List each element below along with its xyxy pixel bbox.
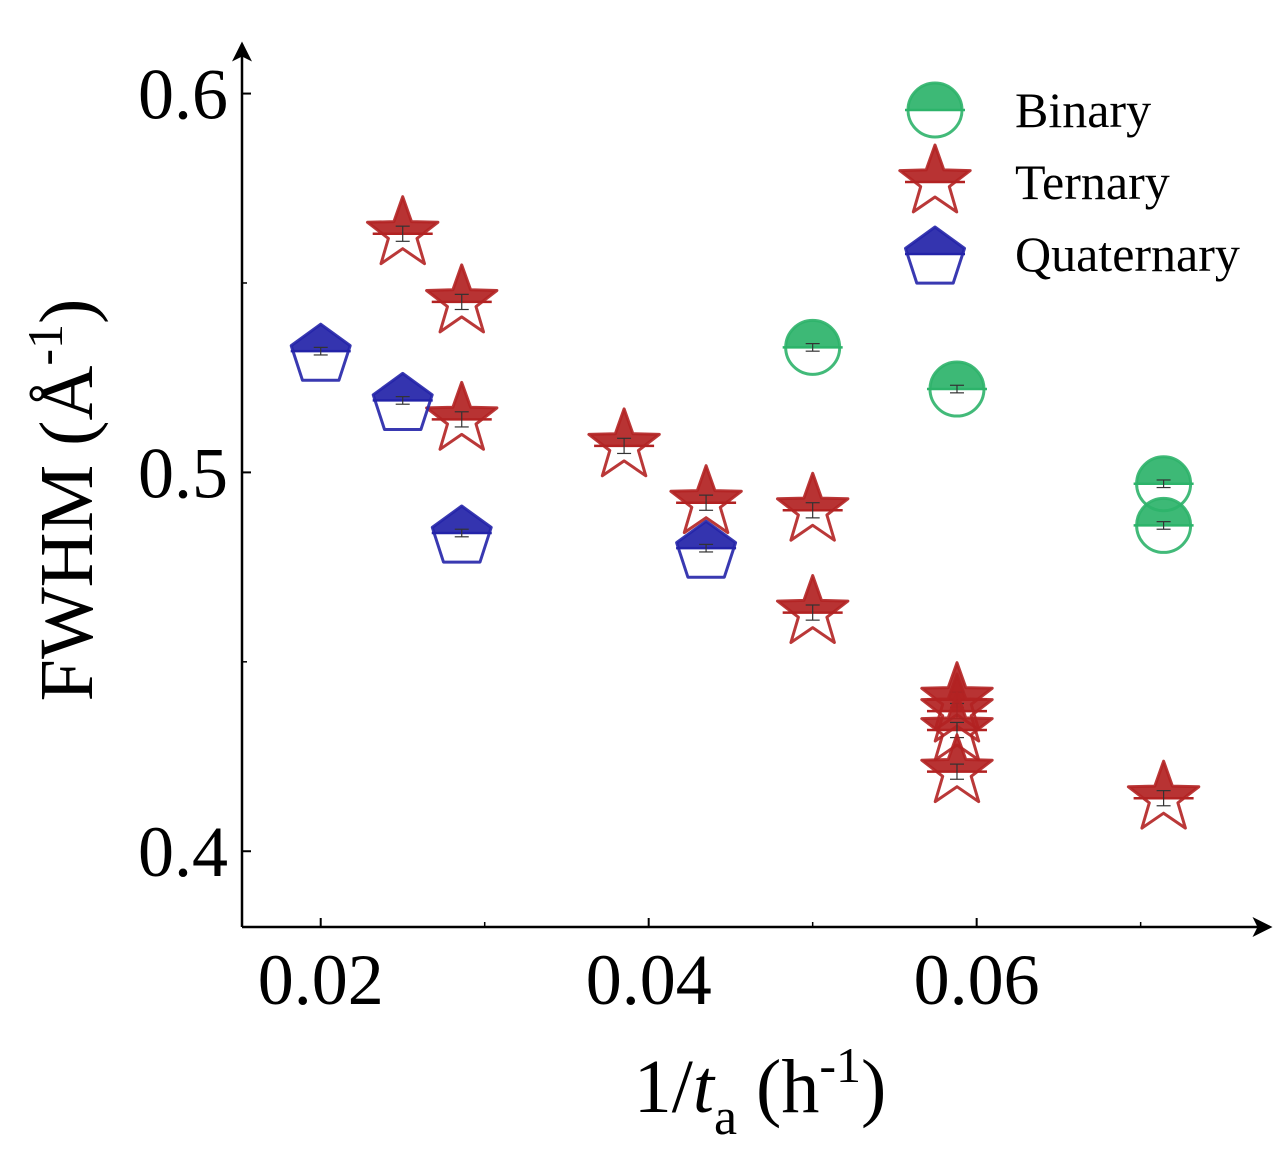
y-tick-label-1: 0.5 <box>138 433 228 513</box>
quaternary-errorbar-3 <box>699 543 714 553</box>
ternary-errorbar-5 <box>805 502 820 519</box>
ternary-errorbar-6 <box>805 604 820 621</box>
legend: Binary Ternary Quaternary <box>898 81 1240 285</box>
series-ternary <box>366 195 1201 830</box>
binary-errorbar-0 <box>805 342 820 352</box>
x-tick-labels: 0.02 0.04 0.06 <box>258 940 1040 1020</box>
legend-label-ternary: Ternary <box>1015 154 1170 210</box>
legend-marker-quaternary <box>904 225 966 285</box>
ternary-errorbar-4 <box>699 494 714 511</box>
binary-errorbar-1 <box>949 384 964 394</box>
legend-label-quaternary: Quaternary <box>1015 226 1240 282</box>
data-marks <box>289 195 1201 830</box>
y-tick-label-2: 0.6 <box>138 55 228 135</box>
quaternary-errorbar-2 <box>454 528 469 538</box>
quaternary-errorbar-1 <box>395 396 410 405</box>
ternary-errorbar-1 <box>454 293 469 311</box>
quaternary-errorbar-0 <box>313 346 328 356</box>
ternary-errorbar-3 <box>617 437 632 455</box>
ternary-errorbar-2 <box>454 411 469 428</box>
y-tick-labels: 0.4 0.5 0.6 <box>138 55 228 893</box>
ternary-errorbar-0 <box>395 225 410 242</box>
legend-marker-binary <box>905 81 965 139</box>
binary-errorbar-2 <box>1156 479 1171 489</box>
x-axis-title: 1/ta (h-1) <box>634 1037 887 1146</box>
series-binary <box>782 318 1194 554</box>
x-tick-label-2: 0.06 <box>914 940 1040 1020</box>
binary-errorbar-3 <box>1156 521 1171 530</box>
ternary-errorbar-10 <box>949 763 964 780</box>
x-tick-label-0: 0.02 <box>258 940 384 1020</box>
ternary-errorbar-11 <box>1156 790 1171 807</box>
y-tick-label-0: 0.4 <box>138 812 228 892</box>
legend-label-binary: Binary <box>1015 82 1151 138</box>
y-axis-title: FWHM (Å-1) <box>17 299 109 702</box>
axis-ticks <box>242 92 1142 927</box>
legend-marker-ternary <box>898 143 972 214</box>
series-quaternary <box>289 322 738 579</box>
x-tick-label-1: 0.04 <box>586 940 712 1020</box>
